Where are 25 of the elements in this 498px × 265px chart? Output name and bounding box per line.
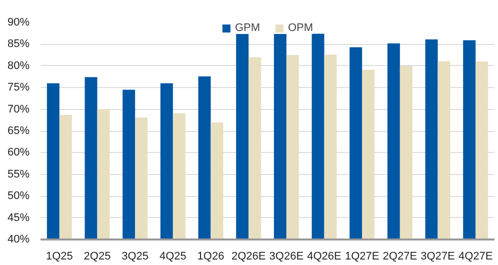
y-tick-label: 80%: [7, 60, 30, 72]
y-tick-label: 60%: [7, 146, 30, 159]
x-tick-label: 4Q26E: [307, 250, 342, 262]
y-tick-label: 90%: [7, 16, 30, 28]
y-tick-label: 45%: [7, 212, 30, 224]
x-tick-label: 1Q25: [46, 250, 73, 262]
legend-label: OPM: [288, 22, 314, 34]
y-tick-label: 70%: [7, 103, 30, 116]
y-tick-label: 65%: [7, 125, 30, 137]
y-tick-label: 75%: [7, 82, 30, 94]
x-tick-label: 2Q26E: [231, 250, 266, 262]
legend-label: GPM: [234, 22, 260, 34]
x-tick-label: 3Q25: [122, 250, 149, 262]
x-tick-label: 4Q27E: [458, 250, 493, 262]
x-tick-label: 1Q27E: [344, 250, 380, 262]
x-tick-label: 4Q25: [159, 250, 186, 262]
x-tick-label: 3Q27E: [420, 250, 455, 262]
x-tick-label: 1Q26: [197, 250, 224, 262]
x-tick-label: 2Q27E: [382, 250, 418, 262]
x-tick-label: 3Q26E: [269, 250, 304, 262]
y-tick-label: 85%: [7, 38, 30, 50]
y-tick-label: 55%: [7, 168, 30, 180]
y-tick-label: 40%: [7, 234, 30, 246]
y-tick-label: 50%: [7, 190, 30, 202]
x-tick-label: 2Q25: [84, 250, 111, 262]
